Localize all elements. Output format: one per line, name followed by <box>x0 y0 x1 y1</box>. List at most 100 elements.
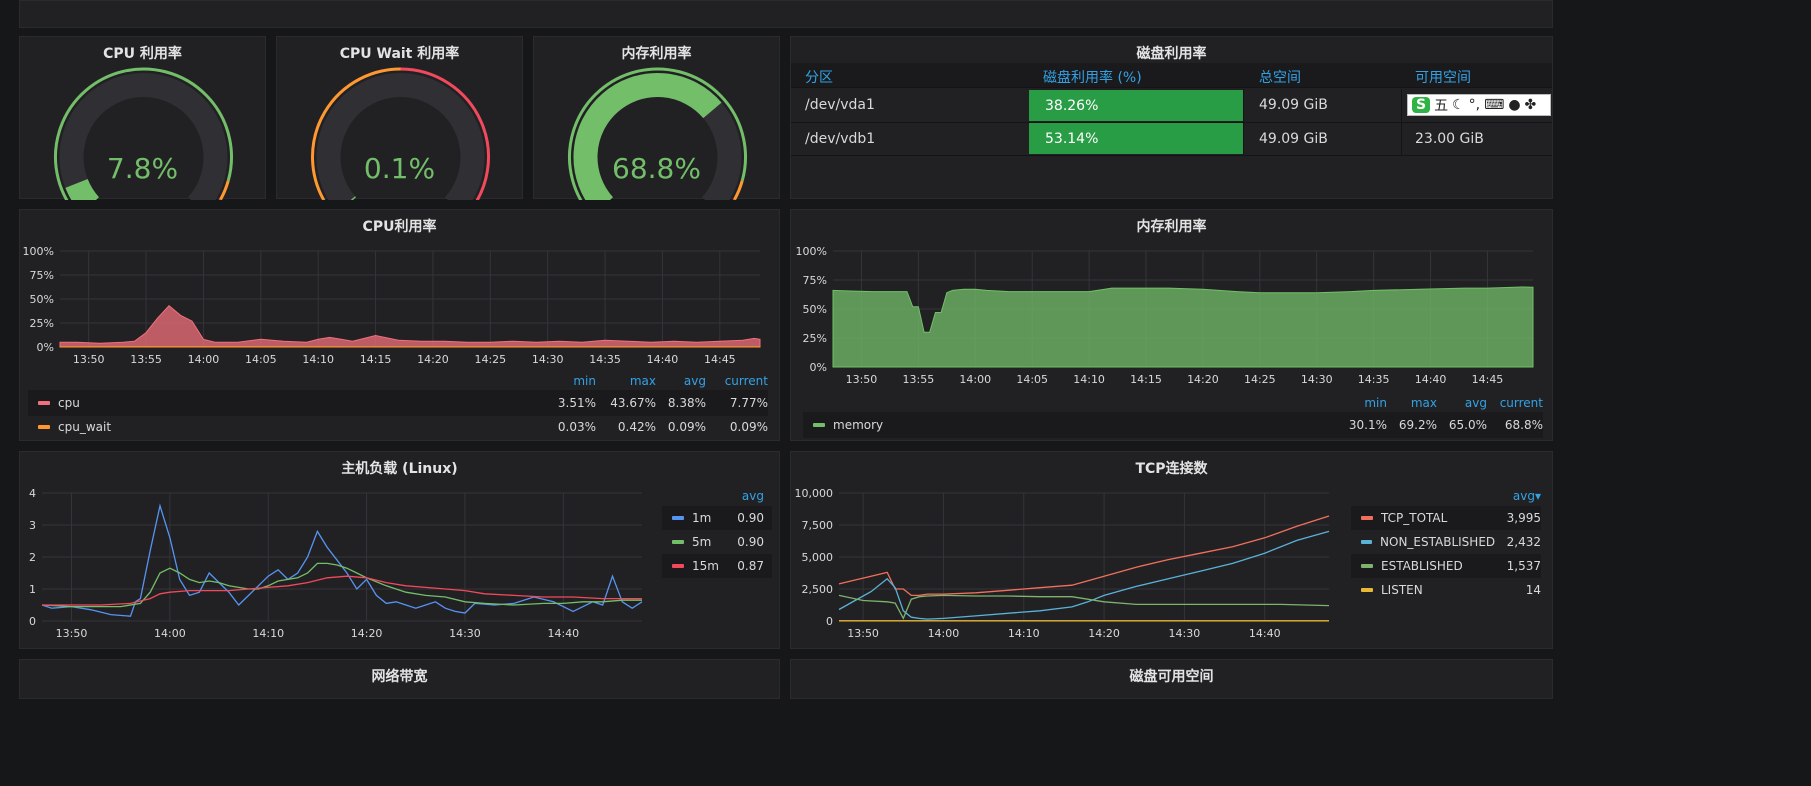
gauge-track <box>316 73 485 200</box>
legend-item-tcp-total[interactable]: TCP_TOTAL 3,995 <box>1351 506 1541 530</box>
legend-name[interactable]: NON_ESTABLISHED <box>1380 535 1496 549</box>
legend-name[interactable]: 15m <box>692 559 719 573</box>
gauge-panel-cpu-wait: CPU Wait 利用率 0.1% <box>276 36 523 200</box>
legend-min: 30.1% <box>1348 418 1387 432</box>
ime-toolbar[interactable]: S 五 ☾ °, ⌨ ● ✤ <box>1407 94 1551 116</box>
gauge-memory <box>568 67 747 200</box>
legend-item-1m[interactable]: 1m 0.90 <box>662 506 772 530</box>
legend-swatch <box>1361 540 1373 544</box>
legend-name[interactable]: 5m <box>692 535 712 549</box>
punctuation-icon[interactable]: °, <box>1468 97 1481 113</box>
y-tick-label: 3 <box>29 519 36 532</box>
col-header-free[interactable]: 可用空间 <box>1415 70 1471 86</box>
gauge-panel-memory: 内存利用率 68.8% <box>533 36 780 200</box>
x-tick-label: 13:50 <box>73 353 105 366</box>
legend-header-avg[interactable]: avg <box>683 374 706 388</box>
network-bandwidth-panel: 网络带宽 <box>19 659 780 699</box>
keyboard-icon[interactable]: ⌨ <box>1484 97 1505 113</box>
legend-header-current[interactable]: current <box>724 374 768 388</box>
y-tick-label: 75% <box>803 274 827 287</box>
legend-name[interactable]: 1m <box>692 511 712 525</box>
legend-swatch <box>38 401 50 405</box>
panel-title: 磁盘利用率 <box>1136 46 1207 62</box>
x-tick-label: 14:00 <box>154 627 186 640</box>
grid-icon[interactable]: ✤ <box>1524 97 1537 113</box>
row-divider <box>791 87 1552 88</box>
legend-header-max[interactable]: max <box>629 374 656 388</box>
col-header-partition[interactable]: 分区 <box>805 70 833 86</box>
legend-name[interactable]: LISTEN <box>1381 583 1423 597</box>
legend-header-min[interactable]: min <box>573 374 596 388</box>
legend-name[interactable]: memory <box>833 418 884 432</box>
legend-header-min[interactable]: min <box>1364 396 1387 410</box>
load-chart-panel: 主机负载 (Linux) 0 1 2 3 4 13:50 14:00 14:10 14:20 14… <box>19 451 780 649</box>
x-tick-label: 14:10 <box>252 627 284 640</box>
legend-avg: 65.0% <box>1448 418 1487 432</box>
y-tick-label: 0 <box>826 615 833 628</box>
gauge-threshold-orange <box>733 180 744 200</box>
legend-item-5m[interactable]: 5m 0.90 <box>662 530 772 554</box>
ime-logo-icon[interactable]: S <box>1412 97 1431 113</box>
gauge-track <box>59 73 228 200</box>
legend-header-max[interactable]: max <box>1410 396 1437 410</box>
x-tick-label: 14:10 <box>1008 627 1040 640</box>
legend-item-non-established[interactable]: NON_ESTABLISHED 2,432 <box>1351 530 1541 554</box>
legend-name[interactable]: cpu <box>58 396 80 410</box>
series-non-established <box>838 530 1330 620</box>
col-header-usage[interactable]: 磁盘利用率 (%) <box>1043 70 1142 86</box>
legend-name[interactable]: TCP_TOTAL <box>1381 511 1448 525</box>
x-tick-label: 14:40 <box>1249 627 1281 640</box>
legend-name[interactable]: ESTABLISHED <box>1381 559 1463 573</box>
legend-item-listen[interactable]: LISTEN 14 <box>1351 578 1541 602</box>
user-icon[interactable]: ● <box>1508 97 1521 113</box>
x-tick-label: 14:40 <box>547 627 579 640</box>
legend-header-avg[interactable]: avg <box>1464 396 1487 410</box>
x-tick-label: 14:00 <box>959 373 991 386</box>
y-tick-label: 7,500 <box>802 519 834 532</box>
memory-chart: 0% 25% 50% 75% 100% 13:50 13:55 14:00 14:05 14:10… <box>796 245 1534 386</box>
cell-usage-bar: 38.26% <box>1029 90 1243 121</box>
x-tick-label: 14:00 <box>188 353 220 366</box>
x-tick-label: 14:30 <box>449 627 481 640</box>
x-tick-label: 14:35 <box>589 353 621 366</box>
memory-chart-panel: 内存利用率 0% 25% 50% 75% 100% 13:50 13:55 14:00 14:0… <box>790 209 1553 441</box>
series-established <box>838 594 1330 620</box>
y-tick-label: 0% <box>37 341 54 354</box>
x-tick-label: 14:40 <box>647 353 679 366</box>
legend-item-15m[interactable]: 15m 0.87 <box>662 554 772 578</box>
legend-header-row: avg <box>662 486 772 506</box>
legend-item-memory[interactable]: memory 30.1% 69.2% 65.0% 68.8% <box>803 412 1543 438</box>
gauge-title: 内存利用率 <box>621 46 692 62</box>
x-tick-label: 14:10 <box>302 353 334 366</box>
x-tick-label: 14:20 <box>417 353 449 366</box>
legend-swatch <box>672 564 684 568</box>
x-tick-label: 13:55 <box>903 373 935 386</box>
x-tick-label: 14:00 <box>928 627 960 640</box>
x-tick-label: 14:15 <box>1130 373 1162 386</box>
series-memory <box>832 286 1534 368</box>
panel-title: 网络带宽 <box>371 669 428 685</box>
tcp-legend: avg▾ TCP_TOTAL 3,995 NON_ESTABLISHED 2,4… <box>1351 486 1541 606</box>
legend-header-current[interactable]: current <box>1499 396 1543 410</box>
legend-header-avg-sort[interactable]: avg▾ <box>1512 489 1541 503</box>
x-tick-label: 14:05 <box>245 353 277 366</box>
col-header-total[interactable]: 总空间 <box>1259 70 1301 86</box>
legend-item-cpu-wait[interactable]: cpu_wait 0.03% 0.42% 0.09% 0.09% <box>28 414 768 440</box>
y-tick-label: 5,000 <box>802 551 834 564</box>
gauge-value-arc <box>573 73 722 200</box>
legend-min: 0.03% <box>557 420 596 434</box>
legend-item-established[interactable]: ESTABLISHED 1,537 <box>1351 554 1541 578</box>
x-tick-label: 14:25 <box>1244 373 1276 386</box>
gauge-cpu <box>54 67 233 200</box>
legend-max: 69.2% <box>1398 418 1437 432</box>
legend-name[interactable]: cpu_wait <box>58 420 112 434</box>
x-tick-label: 14:30 <box>1301 373 1333 386</box>
legend-header-avg[interactable]: avg <box>741 489 764 503</box>
legend-item-cpu[interactable]: cpu 3.51% 43.67% 8.38% 7.77% <box>28 390 768 416</box>
y-tick-label: 75% <box>30 269 54 282</box>
legend-avg: 0.87 <box>737 559 764 573</box>
gauge-threshold-green <box>568 67 747 200</box>
moon-icon[interactable]: ☾ <box>1452 97 1465 113</box>
tcp-chart: 0 2,500 5,000 7,500 10,000 13:50 14:00 14:10 14:… <box>795 487 1330 640</box>
ime-mode-label[interactable]: 五 <box>1434 98 1449 114</box>
